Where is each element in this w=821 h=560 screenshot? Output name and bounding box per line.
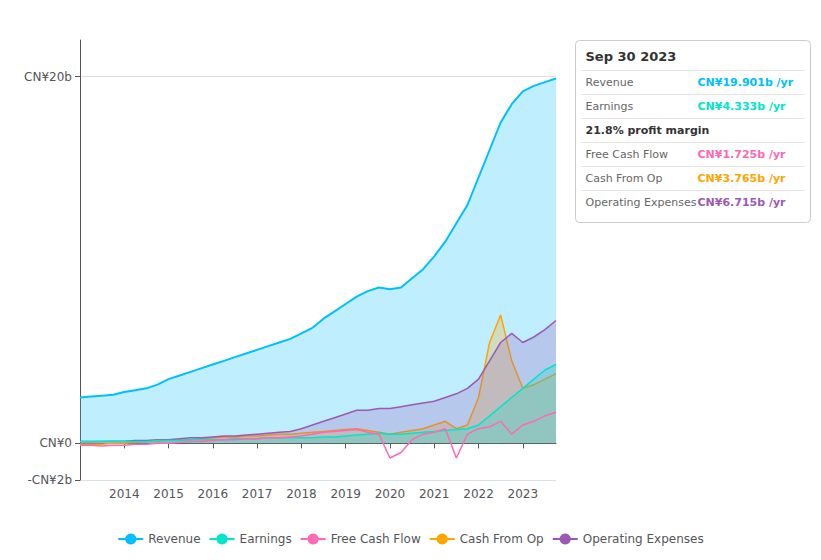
svg-text:2020: 2020 [375,487,406,501]
svg-text:2017: 2017 [242,487,273,501]
svg-text:Operating Expenses: Operating Expenses [583,532,704,546]
svg-text:CN¥3.765b /yr: CN¥3.765b /yr [698,172,787,185]
svg-text:Earnings: Earnings [240,532,292,546]
svg-text:Cash From Op: Cash From Op [460,532,544,546]
svg-text:Earnings: Earnings [586,100,634,113]
svg-text:2023: 2023 [508,487,539,501]
svg-text:Free Cash Flow: Free Cash Flow [331,532,421,546]
svg-text:Operating Expenses: Operating Expenses [586,196,697,209]
svg-text:CN¥20b: CN¥20b [24,70,72,84]
svg-text:2018: 2018 [286,487,317,501]
svg-text:CN¥19.901b /yr: CN¥19.901b /yr [698,76,794,89]
svg-text:Revenue: Revenue [586,76,634,89]
svg-text:CN¥4.333b /yr: CN¥4.333b /yr [698,100,787,113]
svg-text:21.8% profit margin: 21.8% profit margin [586,124,710,137]
svg-text:Free Cash Flow: Free Cash Flow [586,148,669,161]
svg-text:2014: 2014 [109,487,140,501]
svg-text:-CN¥2b: -CN¥2b [27,473,72,487]
svg-text:2015: 2015 [153,487,184,501]
svg-text:2021: 2021 [419,487,450,501]
svg-text:CN¥1.725b /yr: CN¥1.725b /yr [698,148,787,161]
svg-text:2016: 2016 [198,487,229,501]
svg-text:Revenue: Revenue [148,532,200,546]
svg-text:2022: 2022 [463,487,494,501]
svg-text:CN¥6.715b /yr: CN¥6.715b /yr [698,196,787,209]
svg-text:CN¥0: CN¥0 [39,436,72,450]
svg-text:Cash From Op: Cash From Op [586,172,663,185]
svg-text:Sep 30 2023: Sep 30 2023 [586,49,677,64]
svg-text:2019: 2019 [330,487,361,501]
